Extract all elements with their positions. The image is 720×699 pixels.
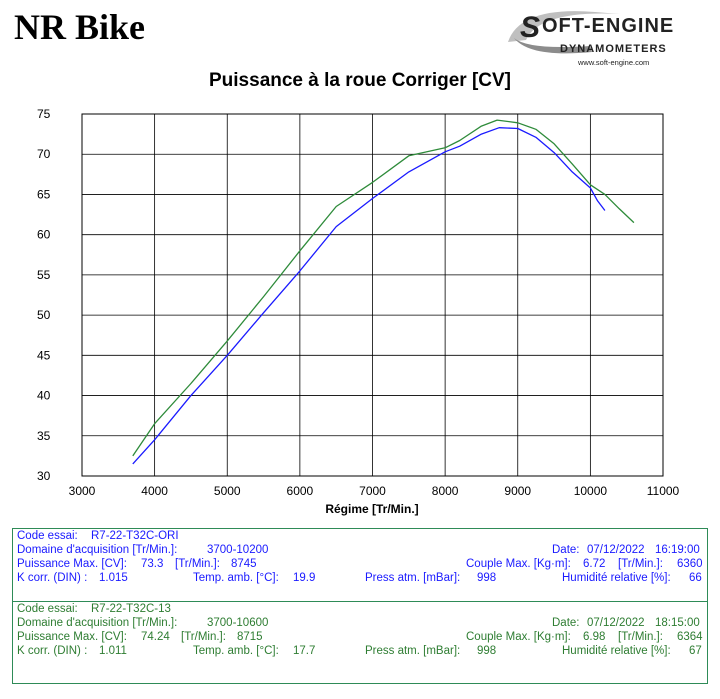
run2-hum-label: Humidité relative [%]: <box>562 645 671 657</box>
chart-series <box>132 119 635 465</box>
run1-pmax: 73.3 <box>141 558 164 570</box>
run1-cmax: 6.72 <box>583 558 606 570</box>
run1-time: 16:19:00 <box>655 544 700 556</box>
run2-domain-label: Domaine d'acquisition [Tr/Min.]: <box>17 617 178 629</box>
run1-code-label: Code essai: <box>17 530 78 542</box>
x-tick-label: 9000 <box>504 484 531 498</box>
series-line-1 <box>132 127 606 465</box>
run2-cmax: 6.98 <box>583 631 606 643</box>
svg-text:DYNAMOMETERS: DYNAMOMETERS <box>560 43 667 55</box>
brand-title: NR Bike <box>14 7 146 47</box>
run1-pmax-rpm-label: [Tr/Min.]: <box>175 558 220 570</box>
x-tick-label: 7000 <box>359 484 386 498</box>
run1-pmax-rpm: 8745 <box>231 558 257 570</box>
chart-title: Puissance à la roue Corriger [CV] <box>209 70 511 91</box>
run2-cmax-rpm: 6364 <box>677 631 703 643</box>
test-info-box: Code essai: R7-22-T32C-ORI Domaine d'acq… <box>12 528 708 684</box>
x-tick-label: 3000 <box>69 484 96 498</box>
run2-kcorr: 1.011 <box>99 645 127 657</box>
y-tick-label: 65 <box>37 187 51 201</box>
test-run-1: Code essai: R7-22-T32C-ORI Domaine d'acq… <box>13 529 707 600</box>
run2-press: 998 <box>477 645 497 657</box>
y-tick-label: 45 <box>37 348 51 362</box>
run2-pmax-rpm-label: [Tr/Min.]: <box>181 631 226 643</box>
y-tick-label: 30 <box>37 469 51 483</box>
run2-cmax-rpm-label: [Tr/Min.]: <box>618 631 663 643</box>
y-tick-label: 50 <box>37 308 51 322</box>
run2-temp-label: Temp. amb. [°C]: <box>193 645 279 657</box>
run2-pmax: 74.24 <box>141 631 170 643</box>
run2-pmax-rpm: 8715 <box>237 631 263 643</box>
x-tick-label: 8000 <box>432 484 459 498</box>
run2-date: 07/12/2022 <box>587 617 645 629</box>
run1-domain: 3700-10200 <box>207 544 269 556</box>
run1-cmax-rpm-label: [Tr/Min.]: <box>618 558 663 570</box>
run2-kcorr-label: K corr. (DIN) : <box>17 645 88 657</box>
run1-pmax-label: Puissance Max. [CV]: <box>17 558 127 570</box>
x-axis-label: Régime [Tr/Min.] <box>325 502 418 516</box>
y-tick-label: 60 <box>37 228 51 242</box>
run2-pmax-label: Puissance Max. [CV]: <box>17 631 127 643</box>
svg-text:www.soft-engine.com: www.soft-engine.com <box>577 58 649 67</box>
run1-domain-label: Domaine d'acquisition [Tr/Min.]: <box>17 544 178 556</box>
soft-engine-logo: S OFT-ENGINE DYNAMOMETERS www.soft-engin… <box>508 11 674 67</box>
svg-text:S: S <box>520 11 540 44</box>
run1-temp: 19.9 <box>293 572 316 584</box>
run2-cmax-label: Couple Max. [Kg·m]: <box>466 631 571 643</box>
series-line-2 <box>132 119 635 457</box>
x-tick-label: 11000 <box>647 484 680 498</box>
y-tick-label: 40 <box>37 389 51 403</box>
run2-time: 18:15:00 <box>655 617 700 629</box>
test-run-2: Code essai: R7-22-T32C-13 Domaine d'acqu… <box>13 601 707 673</box>
y-tick-label: 75 <box>37 107 51 121</box>
y-tick-label: 55 <box>37 268 51 282</box>
y-tick-label: 70 <box>37 147 51 161</box>
run2-code: R7-22-T32C-13 <box>91 603 171 615</box>
x-tick-label: 5000 <box>214 484 241 498</box>
chart-ticks: 3000 4000 5000 6000 7000 8000 9000 10000 11000 30… <box>37 107 680 498</box>
run1-press-label: Press atm. [mBar]: <box>365 572 461 584</box>
run1-code: R7-22-T32C-ORI <box>91 530 179 542</box>
run2-press-label: Press atm. [mBar]: <box>365 645 461 657</box>
svg-text:OFT-ENGINE: OFT-ENGINE <box>542 15 674 37</box>
x-tick-label: 10000 <box>574 484 608 498</box>
run1-cmax-rpm: 6360 <box>677 558 703 570</box>
run2-temp: 17.7 <box>293 645 316 657</box>
run1-cmax-label: Couple Max. [Kg·m]: <box>466 558 571 570</box>
run2-date-label: Date: <box>552 617 580 629</box>
x-tick-label: 6000 <box>287 484 314 498</box>
run1-kcorr: 1.015 <box>99 572 128 584</box>
x-tick-label: 4000 <box>141 484 168 498</box>
chart-grid <box>81 113 664 477</box>
run1-date: 07/12/2022 <box>587 544 645 556</box>
y-tick-label: 35 <box>37 429 51 443</box>
run1-temp-label: Temp. amb. [°C]: <box>193 572 279 584</box>
run1-hum-label: Humidité relative [%]: <box>562 572 671 584</box>
power-chart: 3000 4000 5000 6000 7000 8000 9000 10000 11000 30… <box>37 107 680 516</box>
run1-hum: 66 <box>689 572 702 584</box>
run1-press: 998 <box>477 572 497 584</box>
run2-code-label: Code essai: <box>17 603 78 615</box>
run1-date-label: Date: <box>552 544 580 556</box>
run1-kcorr-label: K corr. (DIN) : <box>17 572 88 584</box>
run2-domain: 3700-10600 <box>207 617 269 629</box>
run2-hum: 67 <box>689 645 702 657</box>
